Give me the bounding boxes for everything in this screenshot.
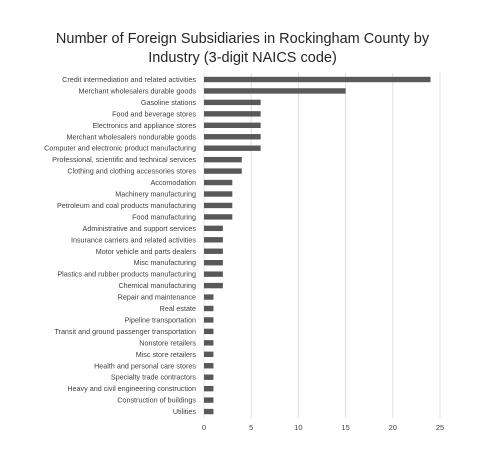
x-tick-label: 15	[341, 423, 349, 432]
chart-title-line-2: Industry (3-digit NAICS code)	[148, 50, 337, 66]
category-label: Electronics and appliance stores	[93, 121, 197, 130]
category-label: Heavy and civil engineering construction	[67, 384, 196, 393]
chart-title: Number of Foreign Subsidiaries in Rockin…	[40, 30, 445, 68]
x-axis-tick-labels: 0 5 10 15 20 25	[202, 423, 444, 432]
category-label: Food and beverage stores	[112, 109, 196, 118]
bar	[204, 317, 214, 323]
category-label: Specialty trade contractors	[111, 373, 196, 382]
category-label: Merchant wholesalers nondurable goods	[67, 132, 197, 141]
bar	[204, 271, 223, 277]
category-label: Petroleum and coal products manufacturin…	[57, 201, 196, 210]
bar	[204, 179, 233, 186]
category-label: Machinery manufacturing	[115, 190, 196, 199]
category-label: Professional, scientific and technical s…	[52, 155, 196, 164]
category-label: Plastics and rubber products manufacturi…	[57, 270, 196, 279]
category-label: Real estate	[160, 304, 196, 313]
bar	[204, 237, 223, 243]
category-label: Pipeline transportation	[124, 315, 196, 324]
bar	[204, 214, 233, 220]
bar	[204, 282, 223, 289]
bar	[204, 202, 233, 209]
category-label: Chemical manufacturing	[118, 281, 196, 290]
bar	[204, 328, 214, 335]
x-tick-label: 5	[249, 423, 253, 432]
category-label: Repair and maintenance	[118, 293, 196, 302]
x-tick-label: 0	[202, 423, 206, 432]
bar	[204, 374, 214, 380]
category-label: Clothing and clothing accessories stores	[67, 167, 196, 176]
category-label: Food manufacturing	[132, 212, 196, 221]
bar	[204, 134, 261, 140]
bar	[204, 191, 233, 197]
bars	[204, 76, 431, 415]
category-label: Merchant wholesalers durable goods	[79, 86, 197, 95]
bar	[204, 122, 261, 128]
category-label: Misc store retailers	[136, 350, 197, 359]
bar	[204, 351, 214, 357]
bar	[204, 248, 223, 254]
bar	[204, 156, 242, 163]
category-label: Nonstore retailers	[139, 338, 196, 347]
bar	[204, 168, 242, 174]
chart-title-line-1: Number of Foreign Subsidiaries in Rockin…	[55, 31, 430, 47]
bar	[204, 260, 223, 266]
bar	[204, 225, 223, 232]
category-label: Gasoline stations	[141, 98, 197, 107]
bar	[204, 88, 346, 94]
bar	[204, 385, 214, 392]
x-tick-label: 25	[436, 423, 444, 432]
gridlines	[203, 73, 441, 418]
bar	[204, 363, 214, 369]
category-label: Credit intermediation and related activi…	[62, 75, 196, 84]
bar	[204, 294, 214, 300]
category-labels: Credit intermediation and related activi…	[44, 75, 196, 416]
bar	[204, 76, 431, 83]
category-label: Computer and electronic product manufact…	[44, 144, 196, 153]
category-label: Construction of buildings	[117, 396, 196, 405]
bar	[204, 111, 261, 117]
category-label: Health and personal care stores	[94, 361, 196, 370]
category-label: Insurance carriers and related activitie…	[71, 235, 196, 244]
x-tick-label: 10	[294, 423, 302, 432]
bar	[204, 305, 214, 312]
category-label: Misc manufacturing	[134, 258, 196, 267]
bar	[204, 408, 214, 415]
category-label: Motor vehicle and parts dealers	[96, 247, 197, 256]
bar	[204, 397, 214, 403]
bar	[204, 99, 261, 106]
bar	[204, 340, 214, 346]
category-label: Administrative and support services	[83, 224, 197, 233]
category-label: Utilities	[173, 407, 197, 416]
category-label: Transit and ground passenger transportat…	[54, 327, 196, 336]
category-label: Accomodation	[150, 178, 196, 187]
bar	[204, 145, 261, 151]
x-tick-label: 20	[389, 423, 397, 432]
